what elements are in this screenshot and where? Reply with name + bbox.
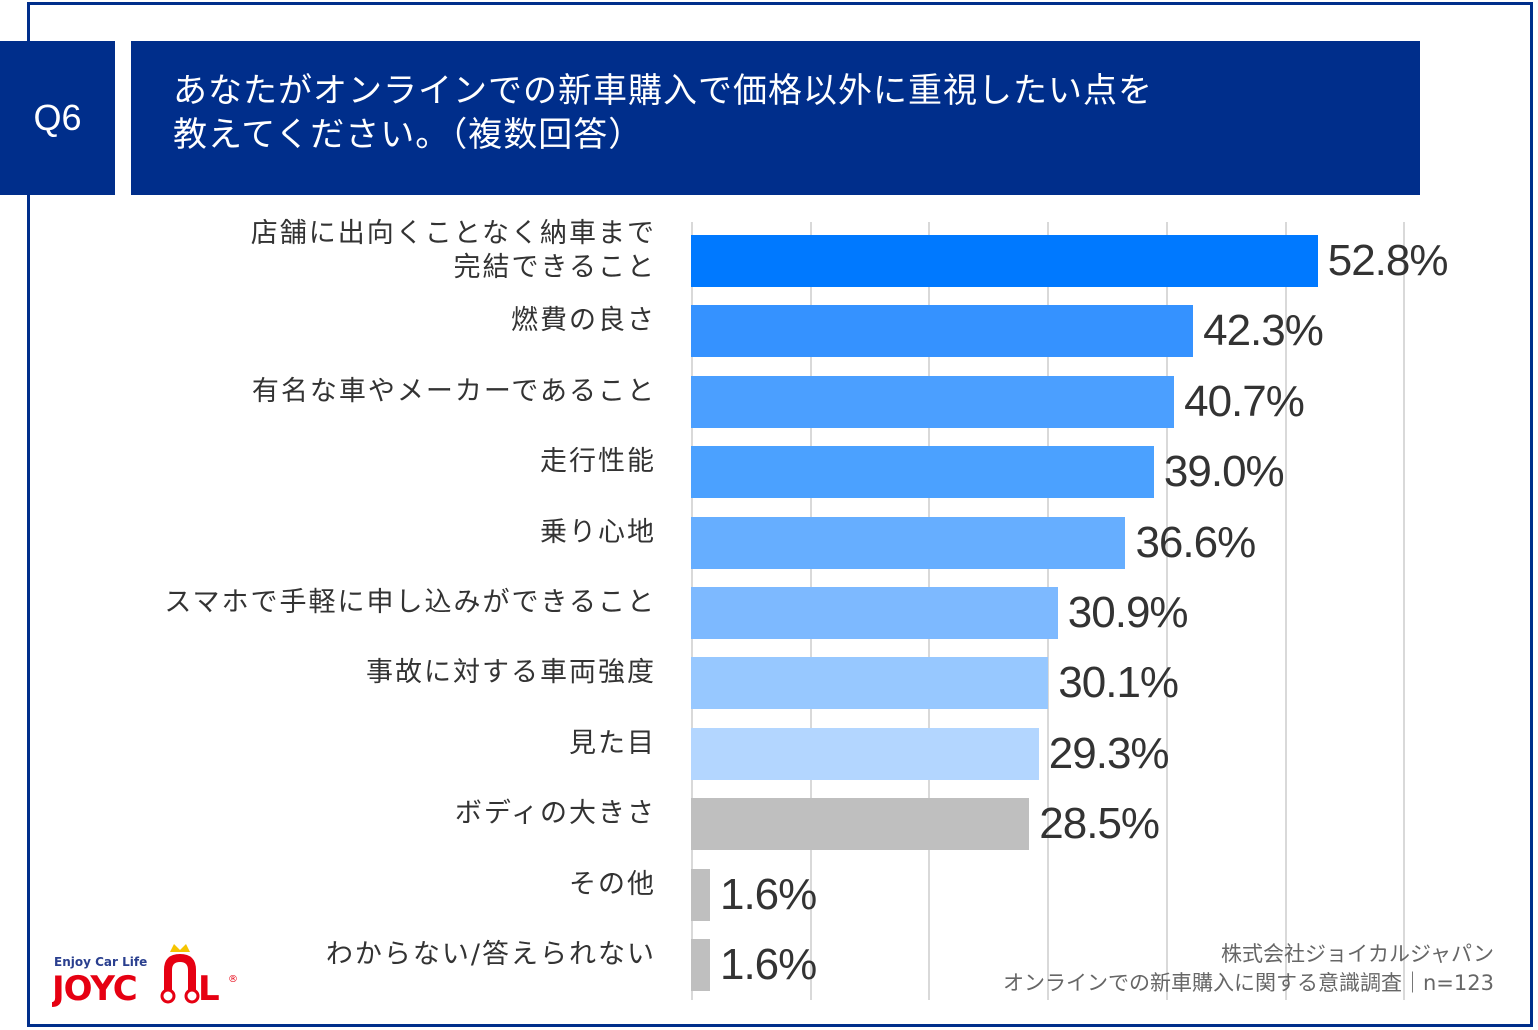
- category-label: 乗り心地: [540, 516, 656, 548]
- category-label: 店舗に出向くことなく納車まで 完結できること: [250, 218, 656, 283]
- category-label: ボディの大きさ: [454, 798, 656, 830]
- question-title-line-1: あなたがオンラインでの新車購入で価格以外に重視したい点を: [173, 71, 1153, 111]
- value-label: 52.8%: [1327, 236, 1449, 285]
- category-label: スマホで手軽に申し込みができること: [164, 587, 656, 618]
- value-label: 1.6%: [719, 869, 817, 919]
- category-label: 見た目: [569, 727, 656, 759]
- bar-0: [691, 235, 1318, 287]
- joycal-logo: Enjoy Car Life JOYC L ®: [50, 940, 252, 1010]
- chart-frame: [27, 2, 1533, 1027]
- question-title-box: あなたがオンラインでの新車購入で価格以外に重視したい点を 教えてください。（複数…: [131, 41, 1420, 195]
- bar-10: [691, 939, 710, 991]
- category-label: わからない/答えられない: [325, 939, 656, 970]
- category-label: 事故に対する車両強度: [366, 657, 656, 689]
- svg-text:®: ®: [228, 974, 238, 985]
- bar-6: [691, 657, 1049, 710]
- value-label: 40.7%: [1184, 376, 1305, 426]
- value-label: 30.1%: [1058, 658, 1179, 708]
- bar-2: [691, 375, 1175, 428]
- category-label: 走行性能: [540, 446, 656, 478]
- value-label: 42.3%: [1203, 306, 1324, 356]
- category-label: その他: [569, 868, 656, 900]
- value-label: 36.6%: [1135, 517, 1256, 567]
- svg-text:JOYC: JOYC: [52, 969, 137, 1009]
- bar-chart-plot-area: 52.8% 42.3% 40.7% 39.0% 36.6% 30.9% 30.1% 29.3%…: [691, 222, 1491, 1000]
- svg-text:L: L: [198, 969, 220, 1009]
- question-title-line-2: 教えてください。（複数回答）: [173, 115, 644, 155]
- svg-text:Enjoy Car Life: Enjoy Car Life: [54, 955, 147, 969]
- source-company: 株式会社ジョイカルジャパン: [1221, 942, 1494, 966]
- bar-4: [691, 516, 1126, 569]
- question-number-badge: Q6: [0, 41, 115, 195]
- value-label: 29.3%: [1048, 728, 1170, 778]
- value-label: 39.0%: [1163, 447, 1285, 497]
- question-number: Q6: [33, 97, 82, 138]
- gridline-60: [1403, 222, 1406, 1000]
- value-label: 30.9%: [1067, 588, 1189, 637]
- value-label: 28.5%: [1039, 799, 1160, 849]
- bar-1: [691, 305, 1194, 358]
- gridline-40: [1165, 222, 1168, 1000]
- source-note: 株式会社ジョイカルジャパン オンラインでの新車購入に関する意識調査｜n=123: [1003, 940, 1494, 998]
- bar-8: [691, 798, 1030, 851]
- category-label: 有名な車やメーカーであること: [251, 375, 656, 407]
- category-label: 燃費の良さ: [511, 305, 656, 337]
- bar-3: [691, 446, 1154, 499]
- joycal-logo-icon: Enjoy Car Life JOYC L ®: [50, 944, 238, 1009]
- bar-9: [691, 868, 710, 921]
- bar-5: [691, 587, 1058, 639]
- gridline-50: [1284, 222, 1287, 1000]
- value-label: 1.6%: [719, 940, 817, 989]
- bar-7: [691, 727, 1039, 780]
- source-survey: オンラインでの新車購入に関する意識調査｜n=123: [1003, 971, 1494, 995]
